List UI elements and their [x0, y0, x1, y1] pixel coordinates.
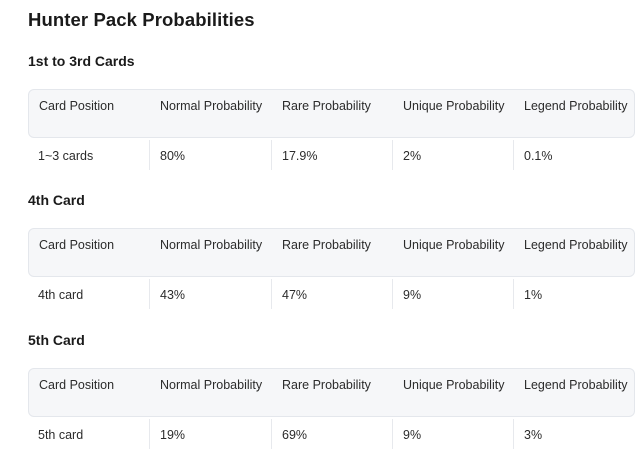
- cell-normal-probability: 43%: [149, 279, 271, 309]
- cell-card-position: 5th card: [38, 428, 84, 442]
- table-header: Card Position Normal Probability Rare Pr…: [28, 368, 635, 417]
- cell-rare-probability: 47%: [271, 279, 392, 309]
- cell-unique-probability: 9%: [392, 419, 513, 449]
- probability-table-3: Card Position Normal Probability Rare Pr…: [28, 368, 635, 452]
- section-title-2: 4th Card: [28, 192, 85, 208]
- header-legend-probability: Legend Probability: [524, 99, 628, 113]
- table-row: 1~3 cards 80% 17.9% 2% 0.1%: [28, 140, 635, 173]
- header-unique-probability: Unique Probability: [403, 238, 505, 252]
- cell-rare-probability: 69%: [271, 419, 392, 449]
- probability-table-2: Card Position Normal Probability Rare Pr…: [28, 228, 635, 312]
- section-title-1: 1st to 3rd Cards: [28, 53, 135, 69]
- table-header: Card Position Normal Probability Rare Pr…: [28, 89, 635, 138]
- header-legend-probability: Legend Probability: [524, 238, 628, 252]
- cell-unique-probability: 9%: [392, 279, 513, 309]
- header-rare-probability: Rare Probability: [282, 99, 371, 113]
- header-rare-probability: Rare Probability: [282, 378, 371, 392]
- cell-normal-probability: 19%: [149, 419, 271, 449]
- section-title-3: 5th Card: [28, 332, 85, 348]
- header-normal-probability: Normal Probability: [160, 99, 263, 113]
- table-row: 5th card 19% 69% 9% 3%: [28, 419, 635, 452]
- header-card-position: Card Position: [39, 99, 115, 113]
- header-legend-probability: Legend Probability: [524, 378, 628, 392]
- cell-legend-probability: 0.1%: [513, 140, 635, 170]
- cell-card-position: 1~3 cards: [38, 149, 94, 163]
- header-unique-probability: Unique Probability: [403, 99, 505, 113]
- cell-normal-probability: 80%: [149, 140, 271, 170]
- probability-table-1: Card Position Normal Probability Rare Pr…: [28, 89, 635, 173]
- header-card-position: Card Position: [39, 238, 115, 252]
- cell-legend-probability: 1%: [513, 279, 635, 309]
- cell-legend-probability: 3%: [513, 419, 635, 449]
- header-normal-probability: Normal Probability: [160, 378, 263, 392]
- page-title: Hunter Pack Probabilities: [28, 9, 255, 30]
- header-rare-probability: Rare Probability: [282, 238, 371, 252]
- table-header: Card Position Normal Probability Rare Pr…: [28, 228, 635, 277]
- table-row: 4th card 43% 47% 9% 1%: [28, 279, 635, 312]
- cell-card-position: 4th card: [38, 288, 84, 302]
- cell-rare-probability: 17.9%: [271, 140, 392, 170]
- header-normal-probability: Normal Probability: [160, 238, 263, 252]
- header-card-position: Card Position: [39, 378, 115, 392]
- cell-unique-probability: 2%: [392, 140, 513, 170]
- header-unique-probability: Unique Probability: [403, 378, 505, 392]
